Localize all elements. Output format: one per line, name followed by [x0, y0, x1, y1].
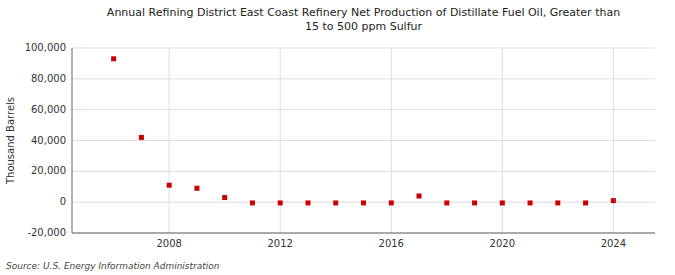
- point: [139, 135, 144, 140]
- point: [361, 200, 366, 205]
- point: [472, 200, 477, 205]
- point: [222, 195, 227, 200]
- y-tick-label: -20,000: [27, 227, 66, 238]
- point: [333, 200, 338, 205]
- y-grid-line: [72, 140, 655, 141]
- point: [194, 186, 199, 191]
- y-tick-label: 100,000: [25, 42, 66, 53]
- y-axis-line: [72, 48, 73, 233]
- points: [111, 56, 616, 205]
- point: [250, 200, 255, 205]
- x-tick-label: 2020: [490, 238, 515, 249]
- point: [167, 183, 172, 188]
- grid: [72, 48, 655, 233]
- x-tick-label: 2008: [156, 238, 181, 249]
- x-tick-label: 2012: [267, 238, 292, 249]
- y-grid-line: [72, 171, 655, 172]
- point: [555, 200, 560, 205]
- y-grid-line: [72, 48, 655, 49]
- x-tick-label: 2024: [601, 238, 626, 249]
- point: [305, 200, 310, 205]
- y-tick-label: 0: [60, 196, 66, 207]
- y-tick-label: 40,000: [31, 135, 66, 146]
- x-grid-line: [613, 48, 614, 233]
- x-grid-line: [169, 48, 170, 233]
- point: [389, 200, 394, 205]
- y-tick-label: 80,000: [31, 73, 66, 84]
- y-axis-label: Thousand Barrels: [5, 97, 16, 185]
- x-axis-line: [72, 233, 655, 234]
- point: [583, 200, 588, 205]
- point: [500, 200, 505, 205]
- point: [444, 200, 449, 205]
- y-grid-line: [72, 233, 655, 234]
- point: [417, 194, 422, 199]
- chart: -20,000 0 20,000 40,000 60,000 80,000 100,000 2…: [0, 0, 675, 275]
- y-tick-label: 20,000: [31, 165, 66, 176]
- point: [278, 200, 283, 205]
- y-grid-line: [72, 78, 655, 79]
- point: [611, 198, 616, 203]
- title: Annual Refining District East Coast Refi…: [107, 6, 620, 33]
- point: [111, 56, 116, 61]
- point: [528, 200, 533, 205]
- source: Source: U.S. Energy Information Administ…: [6, 261, 220, 271]
- x-tick-label: 2016: [379, 238, 404, 249]
- y-grid-line: [72, 109, 655, 110]
- y-tick-label: 60,000: [31, 104, 66, 115]
